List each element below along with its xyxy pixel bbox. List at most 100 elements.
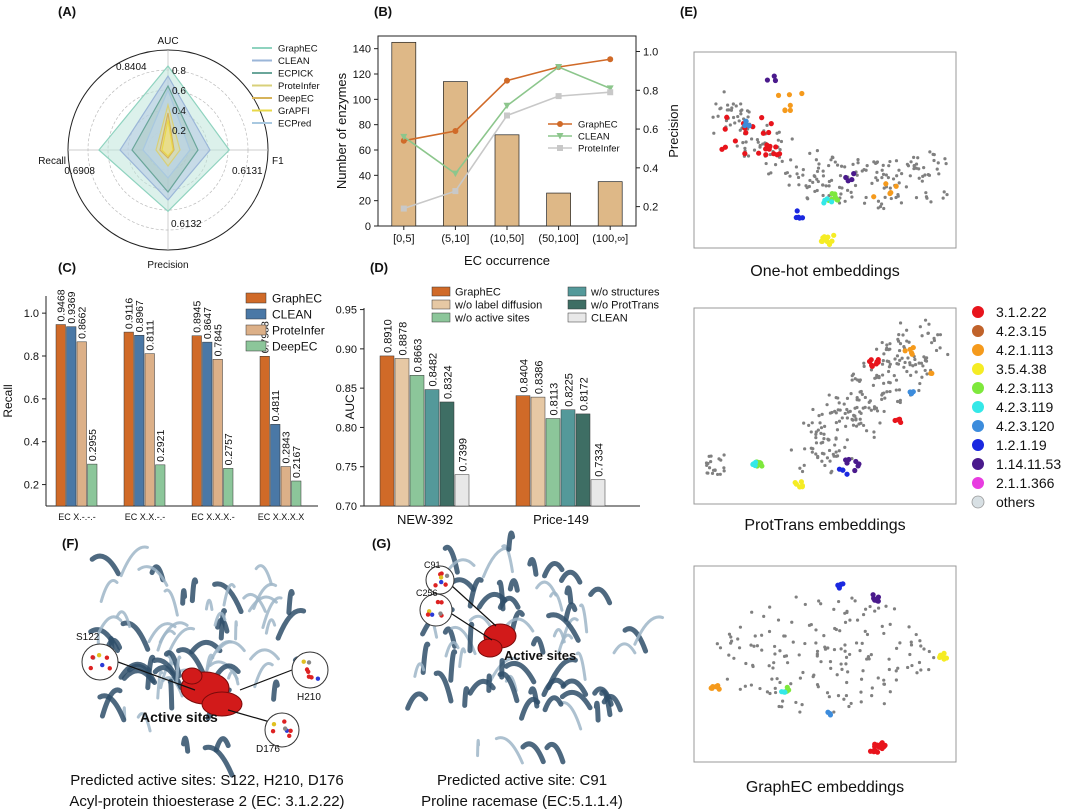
embedding-point-other	[821, 440, 825, 445]
bar-value-label: 0.9116	[123, 298, 135, 329]
embedding-point-other	[888, 362, 892, 366]
y-tick-label: 140	[353, 44, 371, 56]
precision-point	[452, 188, 459, 195]
recall-bar-clean	[202, 341, 213, 507]
embedding-point-other	[884, 173, 888, 177]
embedding-point-other	[803, 641, 807, 646]
panel-g-label: (G)	[372, 536, 391, 551]
embedding-point-other	[819, 602, 823, 606]
embedding-point-1.14.11.53	[764, 77, 771, 83]
protein-ribbon	[215, 640, 246, 653]
class-legend-marker	[972, 401, 984, 413]
recall-bar-graphec	[191, 335, 202, 507]
embedding-point-other	[897, 332, 901, 337]
embedding-point-other	[883, 195, 887, 199]
embedding-point-other	[844, 655, 849, 659]
embedding-point-other	[909, 640, 913, 644]
protein-ribbon	[494, 736, 524, 765]
protein-ribbon	[156, 629, 176, 652]
y2-tick-label: 1.0	[643, 47, 658, 59]
x-tick-label: (10,50]	[490, 233, 524, 245]
embedding-scatter-plots: One-hot embeddings ProtTrans embeddings Gr…	[693, 51, 1061, 796]
embedding-point-other	[788, 174, 792, 178]
embedding-point-other	[816, 179, 820, 184]
embedding-point-other	[880, 397, 884, 401]
embedding-point-other	[836, 694, 841, 698]
legend-label: w/o active sites	[454, 313, 530, 325]
protein-ribbon	[253, 662, 274, 689]
embedding-point-other	[770, 677, 774, 681]
embedding-point-other	[868, 399, 872, 403]
protein-ribbon	[97, 693, 127, 723]
protein-ribbon	[119, 545, 149, 578]
embedding-point-other	[839, 647, 843, 651]
residue-atom	[282, 719, 287, 724]
embedding-point-other	[843, 165, 847, 169]
embedding-point-other	[848, 618, 852, 622]
embedding-point-3.1.2.22	[756, 150, 762, 156]
protein-ribbon	[136, 712, 152, 733]
embedding-point-other	[823, 645, 827, 649]
embedding-point-other	[823, 463, 827, 468]
embedding-point-other	[874, 176, 878, 180]
embedding-point-other	[896, 399, 900, 404]
embedding-point-4.2.1.113	[708, 685, 714, 691]
radar-axis-f1: F1	[272, 156, 284, 167]
legend-label: ProteInfer	[272, 324, 325, 338]
embedding-point-other	[744, 661, 748, 666]
legend-swatch	[245, 340, 267, 352]
embedding-point-other	[840, 186, 844, 190]
protein-ribbon	[559, 689, 593, 711]
embedding-point-other	[850, 195, 854, 199]
embedding-point-other	[898, 342, 903, 346]
embedding-point-other	[731, 115, 736, 120]
embedding-point-other	[897, 168, 901, 172]
embedding-point-4.2.1.113	[716, 686, 722, 692]
embedding-point-other	[738, 625, 743, 629]
embedding-point-other	[917, 176, 921, 180]
embedding-point-other	[767, 664, 771, 668]
embedding-point-other	[913, 357, 917, 362]
embedding-point-other	[827, 393, 831, 397]
protein-ribbon	[99, 687, 123, 719]
embedding-point-other	[887, 667, 891, 672]
embedding-point-other	[893, 357, 897, 361]
embedding-point-other	[882, 678, 886, 682]
embedding-point-other	[741, 141, 745, 145]
embedding-point-other	[758, 686, 762, 691]
embedding-point-other	[803, 447, 807, 451]
legend-swatch	[567, 312, 587, 323]
radar-value-precision: 0.6132	[171, 219, 202, 230]
precision-point	[555, 93, 562, 100]
embedding-point-other	[875, 409, 880, 413]
legend-label: DeepEC	[278, 94, 314, 105]
x-tick-label: (100,∞]	[592, 233, 628, 245]
embedding-point-other	[735, 144, 739, 148]
precision-point	[504, 77, 510, 84]
embedding-point-3.1.2.22	[898, 419, 904, 426]
embedding-point-4.2.1.113	[786, 92, 793, 98]
auc-bar	[454, 474, 470, 507]
embedding-point-other	[844, 424, 848, 428]
protein-ribbon	[137, 565, 169, 587]
embedding-point-other	[892, 374, 896, 378]
embedding-point-other	[808, 178, 812, 183]
panel-d-label: (D)	[370, 260, 388, 275]
embedding-point-3.1.2.22	[766, 146, 772, 152]
embedding-point-other	[918, 325, 922, 329]
embedding-point-4.2.3.120	[825, 709, 831, 715]
active-site-surface	[201, 691, 243, 717]
embedding-point-other	[789, 682, 793, 686]
embedding-point-other	[897, 181, 901, 185]
embedding-point-other	[752, 644, 756, 648]
recall-bar-proteinfer	[144, 353, 155, 507]
embedding-point-other	[862, 364, 866, 368]
embedding-point-other	[797, 653, 801, 657]
embedding-point-other	[728, 123, 732, 127]
embedding-point-other	[839, 192, 843, 196]
pointer-line	[227, 709, 271, 723]
precision-point	[606, 85, 614, 92]
embedding-point-other	[839, 164, 844, 168]
precision-point	[451, 170, 459, 178]
embedding-point-other	[888, 159, 892, 164]
